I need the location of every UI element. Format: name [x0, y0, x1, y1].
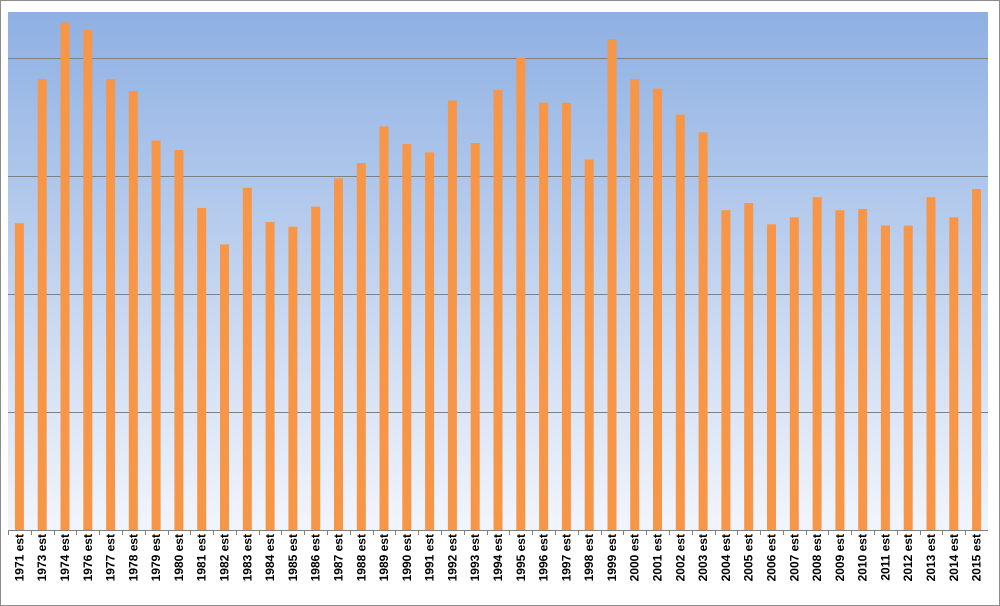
x-tick-label: 2005 est — [742, 534, 756, 581]
x-tick-label: 1983 est — [240, 534, 254, 581]
bar — [630, 79, 640, 530]
x-tick-label: 1987 est — [332, 534, 346, 581]
x-tick-label: 1995 est — [514, 534, 528, 581]
bar — [835, 210, 845, 530]
x-tick-label: 1973 est — [35, 534, 49, 581]
x-tick-label: 1981 est — [195, 534, 209, 581]
x-tick-label: 1988 est — [354, 534, 368, 581]
x-tick-label: 2000 est — [628, 534, 642, 581]
bar — [242, 187, 252, 531]
bar — [561, 102, 571, 531]
bar — [767, 224, 776, 530]
bar — [926, 197, 936, 530]
bar-series — [14, 22, 982, 531]
bar — [880, 225, 890, 530]
bar — [607, 39, 617, 530]
bar — [584, 159, 594, 530]
bar — [60, 22, 70, 530]
bar — [356, 163, 366, 530]
bar — [903, 225, 913, 530]
bar — [14, 223, 24, 530]
bar — [128, 91, 138, 530]
bar — [288, 226, 298, 530]
bar — [425, 152, 435, 530]
x-tick-label: 2004 est — [719, 534, 733, 581]
x-tick-label: 1976 est — [81, 534, 95, 581]
x-tick-label: 1978 est — [126, 534, 140, 581]
bar — [402, 144, 412, 530]
bar — [858, 209, 868, 530]
x-tick-label: 2001 est — [651, 534, 665, 581]
x-tick-label: 2015 est — [970, 534, 984, 581]
bar — [83, 29, 93, 530]
bar — [721, 210, 731, 530]
x-tick-label: 1992 est — [445, 534, 459, 581]
x-tick-label: 1990 est — [400, 534, 414, 581]
bar — [311, 206, 321, 530]
bar — [379, 126, 389, 531]
x-tick-label: 1989 est — [377, 534, 391, 581]
x-tick-label: 1984 est — [263, 534, 277, 581]
bar — [653, 88, 662, 530]
x-tick-label: 1991 est — [423, 534, 437, 581]
x-tick-label: 2003 est — [696, 534, 710, 581]
bar — [447, 100, 457, 530]
x-tick-label: 1982 est — [218, 534, 232, 581]
x-tick-label: 2012 est — [901, 534, 915, 581]
bar — [106, 79, 116, 530]
bar — [744, 203, 754, 530]
x-tick-label: 2007 est — [787, 534, 801, 581]
bar — [675, 114, 685, 530]
x-tick-label: 2008 est — [810, 534, 824, 581]
x-tick-label: 2011 est — [878, 534, 892, 581]
x-tick-label: 1971 est — [12, 534, 26, 581]
bar — [972, 189, 982, 530]
bar — [698, 132, 708, 531]
bar — [493, 89, 503, 531]
x-tick-label: 1996 est — [537, 534, 551, 581]
x-tick-label: 2010 est — [856, 534, 870, 581]
bar — [151, 140, 161, 530]
bar — [265, 222, 275, 530]
x-tick-label: 1979 est — [149, 534, 163, 581]
x-tick-labels: 1971 est 1973 est 1974 est 1976 est 1977 est… — [8, 530, 984, 581]
x-tick-label: 1986 est — [309, 534, 323, 581]
bar — [220, 244, 229, 530]
bar — [516, 58, 526, 530]
bar — [949, 217, 959, 531]
x-tick-label: 2013 est — [924, 534, 938, 581]
bar — [37, 79, 47, 530]
x-tick-label: 1997 est — [559, 534, 573, 581]
x-tick-label: 2002 est — [673, 534, 687, 581]
x-tick-label: 1998 est — [582, 534, 596, 581]
bar — [334, 178, 343, 530]
x-tick-label: 1980 est — [172, 534, 186, 581]
x-tick-label: 1993 est — [468, 534, 482, 581]
x-tick-label: 2006 est — [765, 534, 779, 581]
x-tick-label: 1977 est — [104, 534, 118, 581]
x-tick-label: 1974 est — [58, 534, 72, 581]
x-tick-label: 1985 est — [286, 534, 300, 581]
x-tick-label: 2014 est — [947, 534, 961, 581]
bar — [197, 207, 207, 530]
x-tick-label: 1999 est — [605, 534, 619, 581]
bar — [470, 143, 480, 530]
x-tick-label: 2009 est — [833, 534, 847, 581]
x-tick-label: 1994 est — [491, 534, 505, 581]
bar — [539, 102, 549, 531]
bar — [789, 217, 799, 531]
bar — [174, 150, 184, 530]
bar — [812, 197, 822, 530]
